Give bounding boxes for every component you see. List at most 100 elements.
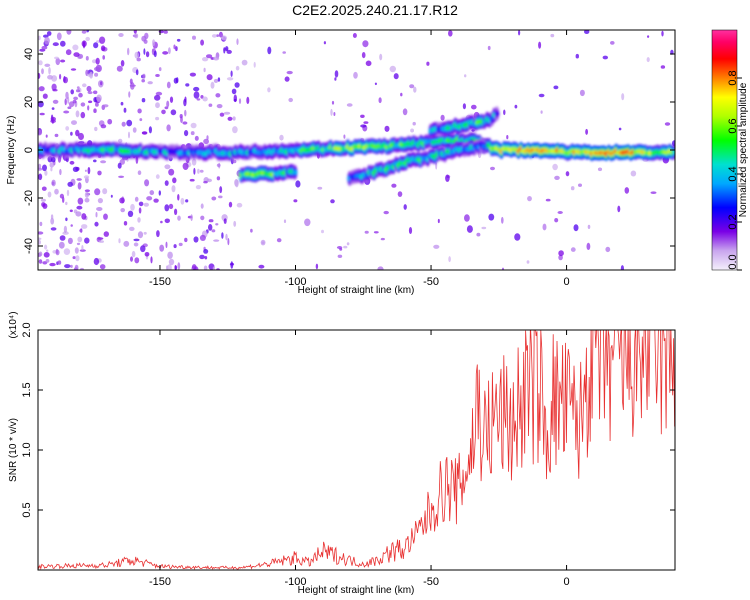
noise-speck	[65, 201, 68, 206]
noise-speck	[84, 169, 87, 172]
snr-x-ticks: -150 -100 -50 0	[149, 330, 570, 588]
noise-speck	[501, 216, 504, 224]
noise-speck	[103, 231, 110, 237]
noise-speck	[377, 266, 384, 270]
noise-speck	[121, 121, 126, 127]
noise-speck	[167, 264, 172, 270]
noise-speck	[573, 224, 579, 232]
noise-speck	[64, 264, 71, 269]
noise-speck	[202, 96, 208, 102]
noise-speck	[216, 104, 223, 109]
noise-speck	[65, 91, 69, 100]
noise-speck	[192, 35, 196, 40]
noise-speck	[84, 197, 90, 203]
spectral-ridge	[428, 106, 500, 139]
noise-speck	[182, 121, 188, 125]
noise-speck	[402, 108, 408, 116]
noise-speck	[203, 265, 208, 270]
noise-speck	[185, 199, 189, 203]
noise-speck	[193, 167, 196, 175]
noise-speck	[236, 38, 239, 45]
noise-speck	[72, 44, 79, 51]
noise-speck	[150, 256, 153, 264]
noise-speck	[618, 127, 622, 131]
noise-speck	[65, 49, 72, 56]
noise-speck	[129, 226, 135, 231]
noise-speck	[97, 198, 103, 204]
ridge-cell	[292, 170, 298, 174]
noise-speck	[86, 85, 92, 92]
noise-speck	[343, 134, 346, 139]
x-tick-label: -50	[423, 276, 439, 288]
noise-speck	[74, 264, 79, 270]
noise-speck	[107, 118, 113, 125]
noise-speck	[118, 238, 121, 244]
noise-speck	[584, 30, 590, 34]
noise-speck	[173, 77, 178, 84]
noise-speck	[88, 100, 93, 104]
noise-speck	[552, 163, 558, 171]
noise-speck	[293, 199, 298, 203]
noise-speck	[99, 240, 104, 243]
noise-speck	[232, 159, 237, 164]
noise-speck	[59, 168, 62, 176]
noise-speck	[173, 244, 177, 249]
snr-scale-label: (x10⁴)	[8, 311, 19, 338]
noise-speck	[94, 126, 98, 132]
noise-speck	[72, 99, 77, 104]
noise-speck	[586, 242, 591, 250]
noise-speck	[199, 254, 205, 260]
noise-speck	[120, 208, 125, 213]
noise-speck	[80, 267, 84, 270]
noise-speck	[77, 197, 84, 205]
noise-speck	[233, 94, 237, 103]
noise-speck	[331, 100, 335, 105]
noise-speck	[177, 194, 180, 201]
noise-speck	[46, 31, 52, 36]
snr-y-ticks: 0.5 1.0 1.5 2.0	[21, 322, 675, 518]
y-tick-label: 40	[23, 48, 35, 60]
noise-speck	[182, 162, 189, 170]
noise-speck	[93, 108, 97, 113]
noise-speck	[123, 107, 127, 113]
noise-speck	[360, 124, 367, 128]
noise-speck	[374, 82, 377, 86]
spectral-ridge	[38, 131, 675, 162]
noise-speck	[169, 96, 174, 103]
noise-speck	[168, 203, 174, 209]
noise-speck	[133, 238, 140, 242]
noise-speck	[54, 56, 59, 60]
noise-speck	[102, 104, 109, 108]
noise-speck	[89, 71, 93, 79]
noise-speck	[330, 199, 335, 204]
noise-speck	[42, 93, 48, 99]
noise-speck	[579, 89, 585, 97]
snr-x-axis-title: Height of straight line (km)	[298, 585, 415, 596]
noise-speck	[137, 170, 142, 175]
noise-speck	[134, 51, 139, 59]
noise-speck	[44, 244, 48, 250]
noise-speck	[94, 72, 99, 77]
noise-speck	[97, 170, 102, 176]
noise-speck	[144, 179, 150, 187]
noise-speck	[138, 207, 142, 214]
noise-speck	[346, 242, 350, 246]
noise-speck	[225, 46, 229, 52]
noise-speck	[78, 92, 83, 98]
noise-speck	[610, 41, 615, 45]
noise-speck	[96, 94, 102, 102]
noise-speck	[437, 218, 440, 224]
noise-speck	[378, 97, 382, 104]
noise-speck	[38, 129, 43, 136]
noise-speck	[412, 121, 416, 126]
noise-speck	[330, 108, 333, 116]
noise-speck	[149, 190, 155, 196]
noise-speck	[223, 218, 227, 224]
noise-speck	[40, 198, 47, 202]
noise-speck	[100, 160, 107, 164]
noise-speck	[200, 215, 205, 221]
noise-speck	[179, 114, 183, 119]
noise-speck	[227, 116, 233, 121]
noise-speck	[178, 242, 183, 247]
noise-speck	[211, 34, 217, 38]
